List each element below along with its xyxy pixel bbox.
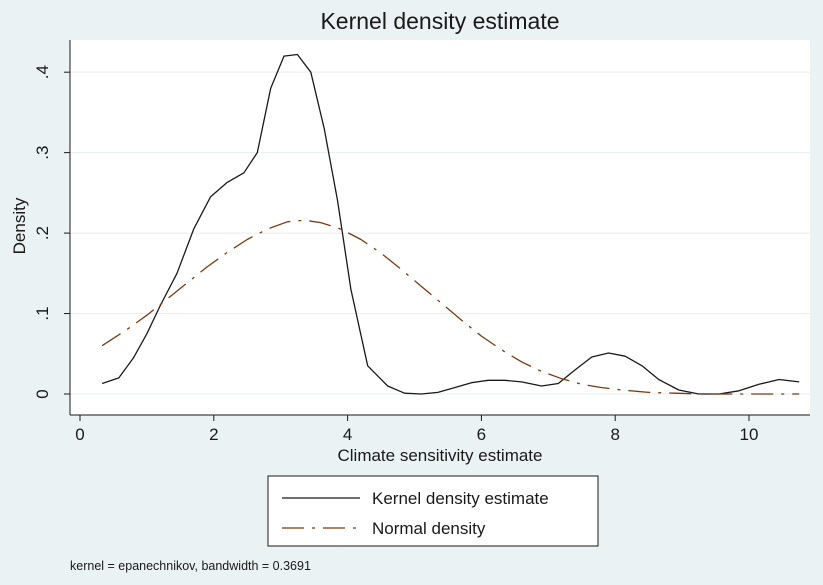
x-tick-label: 4 <box>343 425 352 444</box>
y-tick-label: 0 <box>33 389 52 398</box>
x-axis-label: Climate sensitivity estimate <box>337 446 542 465</box>
y-tick-label: .3 <box>33 146 52 160</box>
x-tick-label: 6 <box>477 425 486 444</box>
legend: Kernel density estimate Normal density <box>267 475 599 547</box>
x-tick-label: 8 <box>610 425 619 444</box>
y-tick-label: .4 <box>33 65 52 79</box>
y-axis-label: Density <box>10 197 29 254</box>
legend-label-kde: Kernel density estimate <box>372 489 549 508</box>
legend-box <box>267 475 599 547</box>
y-tick-label: .2 <box>33 226 52 240</box>
series-line-normal <box>101 219 800 395</box>
y-tick-label: .1 <box>33 306 52 320</box>
plot-area <box>70 40 810 415</box>
chart-title: Kernel density estimate <box>320 8 559 34</box>
series-line-kde <box>101 53 800 395</box>
legend-label-normal: Normal density <box>372 519 486 538</box>
kernel-note: kernel = epanechnikov, bandwidth = 0.369… <box>70 559 311 573</box>
series-lines <box>101 53 800 395</box>
x-tick-label: 0 <box>75 425 84 444</box>
axes: 0 .1 .2 .3 .4 0 2 4 6 8 10 <box>33 40 810 444</box>
x-tick-label: 2 <box>209 425 218 444</box>
x-tick-label: 10 <box>740 425 759 444</box>
